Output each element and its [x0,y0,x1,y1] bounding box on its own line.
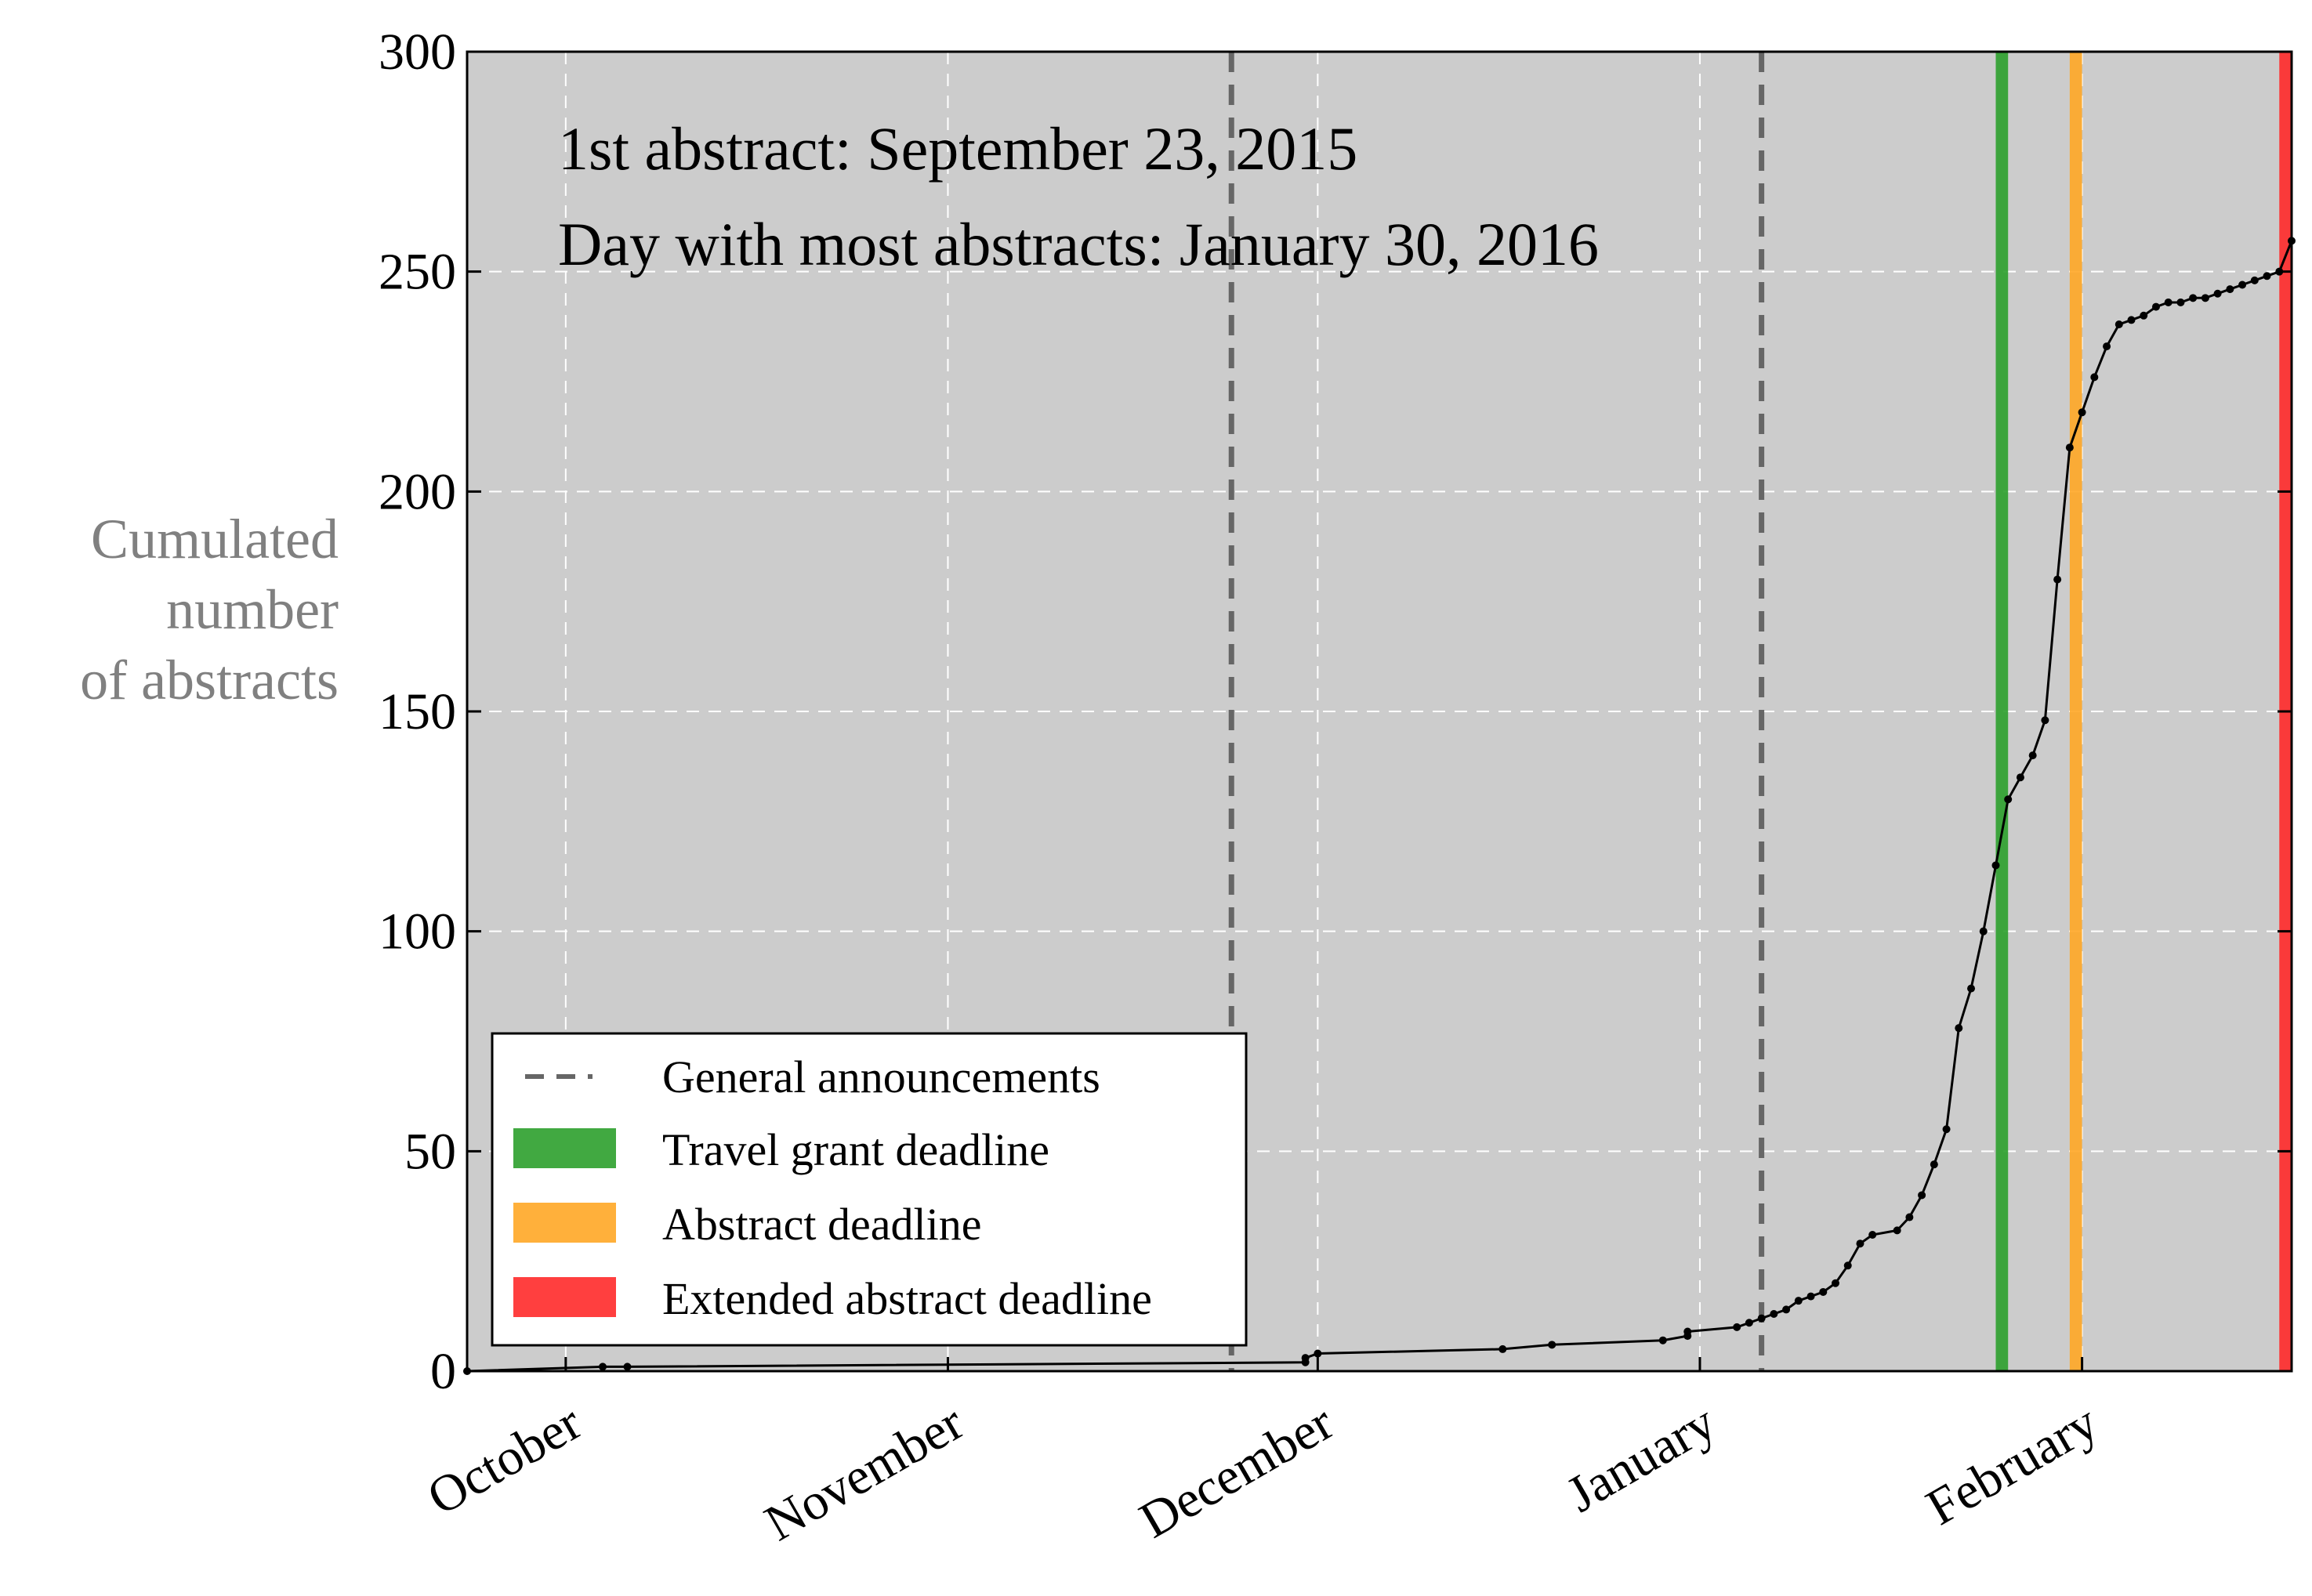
legend-swatch-extended-deadline [513,1277,616,1317]
y-tick-label: 0 [430,1343,456,1400]
data-point [2016,773,2024,782]
legend-swatch-travel-grant [513,1128,616,1168]
legend-box [491,1032,1248,1347]
data-point [1955,1024,1963,1033]
data-point [2103,342,2111,351]
data-point [2115,320,2123,329]
y-axis-label-line-2: number [166,578,339,641]
data-point [1658,1336,1667,1344]
data-point [2151,302,2160,311]
deadline-band [1995,52,2009,1371]
data-point [2078,408,2086,417]
y-tick-label: 100 [379,903,456,961]
legend-label-extended-deadline: Extended abstract deadline [662,1273,1152,1324]
y-tick-label: 50 [404,1123,456,1180]
data-point [2250,276,2259,284]
y-tick-label: 200 [379,463,456,520]
data-point [2164,298,2172,306]
data-point [623,1363,632,1371]
data-point [1770,1310,1778,1319]
deadline-band [2069,52,2082,1371]
data-point [2041,716,2049,725]
data-point [1794,1297,1803,1305]
data-point [1905,1213,1914,1221]
y-tick-label: 150 [379,683,456,740]
data-point [2189,294,2198,302]
data-point [2226,285,2234,294]
data-point [599,1363,607,1371]
data-point [2201,294,2209,302]
y-axis-label: Cumulated number of abstracts [80,508,339,711]
data-point [1868,1230,1877,1239]
data-point [1893,1226,1901,1235]
data-point [2004,795,2013,804]
legend: General announcements Travel grant deadl… [491,1032,1248,1347]
data-point [1843,1261,1852,1270]
first-abstract-annotation: 1st abstract: September 23, 2015 [558,114,1357,183]
data-point [1745,1319,1753,1327]
data-point [1757,1314,1766,1323]
data-point [2065,443,2074,452]
data-point [1782,1305,1791,1314]
data-point [2028,751,2037,760]
y-tick-labels: 0 50 100 150 200 250 300 [379,24,456,1400]
legend-label-general-announcements: General announcements [662,1051,1100,1102]
data-point [1856,1240,1864,1248]
data-point [2238,280,2247,289]
data-point [1930,1160,1938,1169]
data-point [1967,984,1976,993]
data-point [1301,1354,1310,1363]
legend-label-travel-grant: Travel grant deadline [662,1124,1049,1175]
data-point [1548,1341,1556,1349]
data-point [1918,1191,1926,1200]
data-point [2053,575,2062,584]
x-tick-label: November [756,1394,973,1553]
data-point [1942,1125,1951,1134]
x-tick-label: February [1917,1394,2107,1536]
data-point [2213,289,2222,298]
data-point [2263,272,2271,280]
x-tick-labels: October November December January February [418,1394,2107,1553]
data-point [1498,1344,1507,1353]
data-point [1832,1279,1839,1287]
data-point [2176,298,2185,306]
data-point [1979,927,1988,936]
data-point [2090,373,2099,382]
most-abstracts-annotation: Day with most abstracts: January 30, 201… [558,210,1599,278]
data-point [1991,861,2000,870]
data-point [1683,1327,1692,1336]
x-tick-label: December [1130,1394,1343,1550]
series-line [463,237,2296,1375]
data-point [1733,1323,1741,1331]
y-tick-label: 300 [379,24,456,81]
legend-label-abstract-deadline: Abstract deadline [662,1199,981,1250]
data-point [1314,1349,1322,1358]
y-axis-label-line-3: of abstracts [80,649,339,711]
x-tick-label: January [1557,1394,1725,1524]
data-point [1806,1292,1815,1301]
legend-swatch-abstract-deadline [513,1203,616,1243]
data-point [2140,311,2148,320]
y-tick-label: 250 [379,244,456,301]
data-point [1819,1287,1828,1296]
axes [466,50,2293,1373]
x-tick-label: October [418,1394,591,1527]
data-point [2127,316,2136,324]
y-axis-label-line-1: Cumulated [91,508,339,570]
